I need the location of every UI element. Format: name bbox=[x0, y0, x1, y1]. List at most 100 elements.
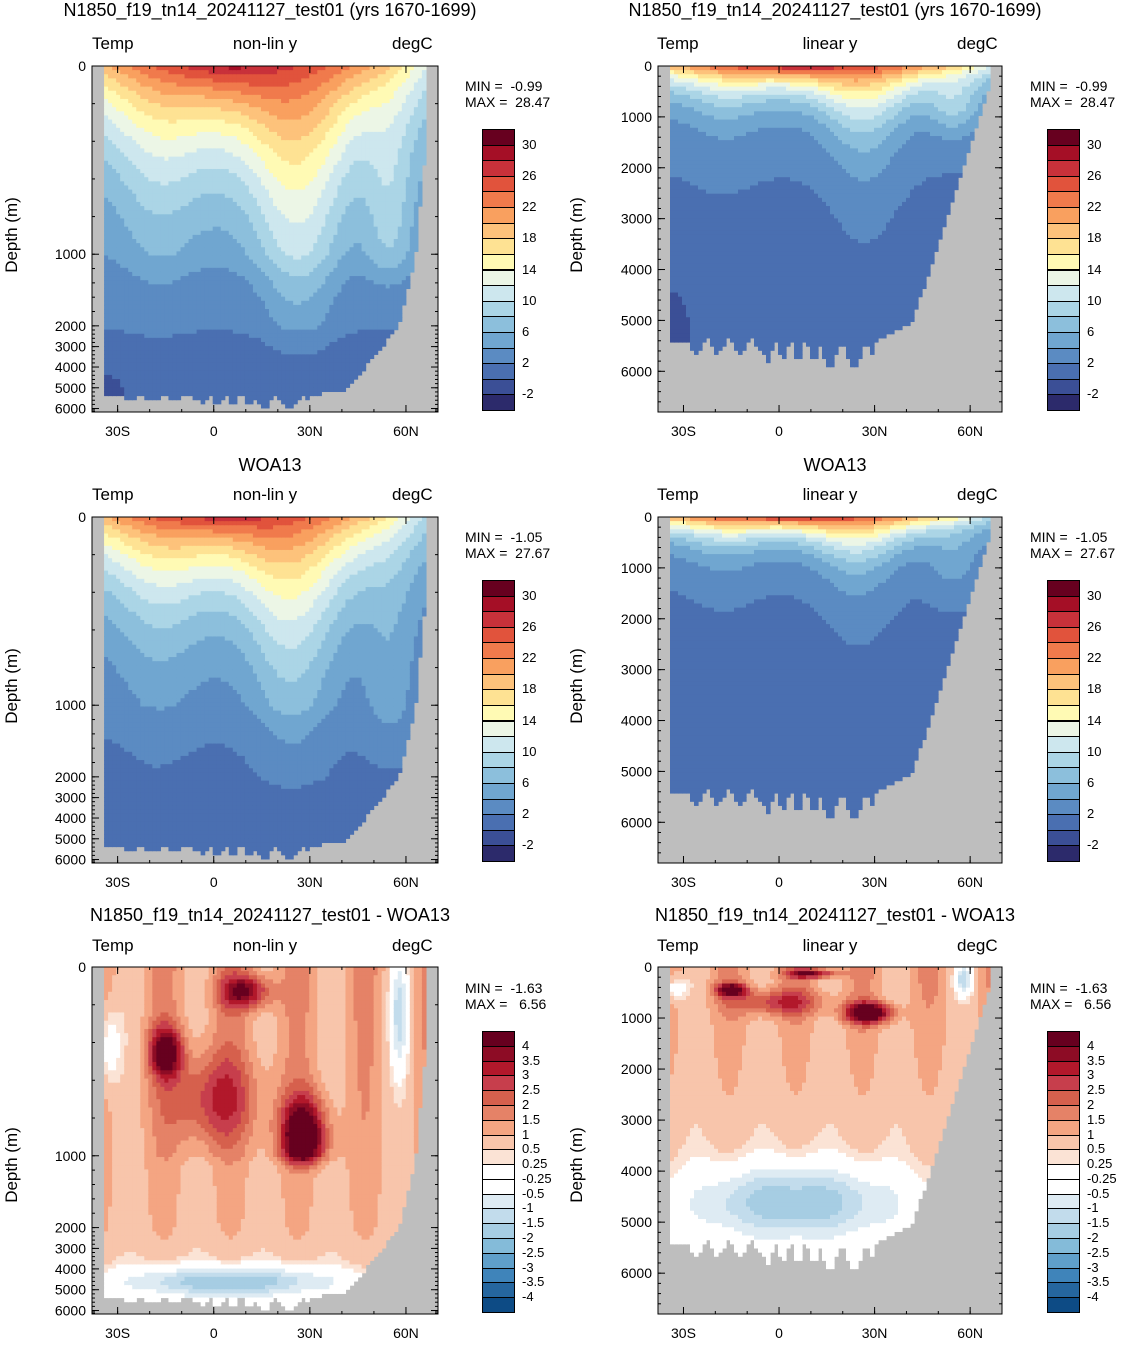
field-cell bbox=[252, 148, 258, 154]
field-cell bbox=[333, 379, 339, 384]
field-cell bbox=[256, 325, 262, 331]
field-cell bbox=[321, 300, 326, 306]
field-cell bbox=[172, 185, 178, 191]
field-cell bbox=[309, 379, 314, 384]
field-cell bbox=[144, 321, 149, 327]
field-cell bbox=[269, 374, 274, 380]
field-cell bbox=[337, 321, 343, 327]
field-cell bbox=[192, 193, 198, 199]
field-cell bbox=[349, 66, 355, 71]
field-cell bbox=[112, 271, 117, 277]
field-cell bbox=[269, 271, 274, 277]
field-cell bbox=[200, 230, 206, 236]
field-cell bbox=[216, 288, 222, 294]
field-cell bbox=[285, 288, 290, 294]
field-cell bbox=[192, 98, 198, 104]
field-cell bbox=[184, 251, 190, 257]
field-cell bbox=[248, 131, 254, 137]
field-cell bbox=[132, 210, 137, 215]
field-cell bbox=[329, 82, 334, 88]
field-cell bbox=[192, 300, 198, 306]
field-cell bbox=[269, 354, 274, 360]
field-cell bbox=[252, 86, 258, 92]
field-cell bbox=[301, 173, 306, 178]
field-cell bbox=[112, 280, 117, 285]
field-cell bbox=[281, 267, 286, 273]
field-cell bbox=[265, 247, 270, 252]
field-cell bbox=[124, 98, 129, 104]
field-cell bbox=[204, 304, 210, 310]
field-cell bbox=[313, 201, 318, 207]
field-cell bbox=[281, 70, 286, 75]
field-cell bbox=[192, 391, 198, 397]
field-cell bbox=[224, 98, 230, 104]
field-cell bbox=[293, 90, 298, 96]
field-cell bbox=[260, 358, 266, 364]
field-cell bbox=[216, 115, 222, 121]
field-cell bbox=[212, 366, 218, 372]
field-cell bbox=[256, 276, 262, 281]
field-cell bbox=[184, 197, 190, 203]
field-cell bbox=[240, 300, 246, 306]
field-cell bbox=[248, 148, 254, 154]
field-cell bbox=[252, 383, 258, 388]
field-cell bbox=[188, 82, 194, 88]
field-cell bbox=[337, 206, 343, 211]
field-cell bbox=[204, 341, 210, 347]
field-cell bbox=[301, 370, 306, 376]
field-cell bbox=[260, 201, 266, 207]
field-cell bbox=[176, 280, 182, 285]
field-cell bbox=[196, 66, 202, 71]
field-cell bbox=[164, 374, 170, 380]
field-cell bbox=[305, 346, 310, 351]
field-cell bbox=[216, 164, 222, 170]
field-cell bbox=[240, 329, 246, 335]
field-cell bbox=[200, 107, 206, 112]
field-cell bbox=[120, 354, 125, 360]
field-cell bbox=[116, 292, 121, 298]
field-cell bbox=[232, 86, 238, 92]
field-cell bbox=[184, 387, 190, 393]
field-cell bbox=[212, 296, 218, 302]
field-cell bbox=[168, 313, 174, 318]
field-cell bbox=[140, 115, 145, 121]
field-cell bbox=[112, 74, 117, 79]
field-cell bbox=[301, 288, 306, 294]
field-cell bbox=[309, 271, 314, 277]
field-cell bbox=[164, 148, 170, 154]
field-cell bbox=[321, 276, 326, 281]
field-cell bbox=[252, 210, 258, 215]
field-cell bbox=[277, 309, 282, 314]
field-cell bbox=[208, 98, 214, 104]
field-cell bbox=[301, 321, 306, 327]
field-cell bbox=[232, 255, 238, 261]
field-cell bbox=[277, 206, 282, 211]
field-cell bbox=[277, 144, 282, 149]
field-cell bbox=[244, 144, 250, 149]
field-cell bbox=[256, 94, 262, 100]
field-cell bbox=[277, 78, 282, 84]
field-cell bbox=[216, 156, 222, 162]
field-cell bbox=[345, 136, 351, 141]
field-cell bbox=[152, 317, 157, 322]
field-cell bbox=[305, 82, 310, 88]
field-cell bbox=[313, 152, 318, 158]
field-cell bbox=[212, 317, 218, 322]
field-cell bbox=[317, 78, 322, 84]
field-cell bbox=[172, 206, 178, 211]
field-cell bbox=[188, 201, 194, 207]
field-cell bbox=[228, 325, 234, 331]
field-cell bbox=[220, 111, 226, 117]
field-cell bbox=[140, 148, 145, 154]
field-cell bbox=[341, 354, 347, 360]
field-cell bbox=[240, 86, 246, 92]
field-cell bbox=[305, 321, 310, 327]
field-cell bbox=[337, 387, 343, 393]
field-cell bbox=[240, 370, 246, 376]
field-cell bbox=[240, 107, 246, 112]
field-cell bbox=[301, 94, 306, 100]
field-cell bbox=[120, 107, 125, 112]
field-cell bbox=[289, 164, 294, 170]
field-cell bbox=[232, 189, 238, 195]
field-cell bbox=[144, 234, 149, 240]
